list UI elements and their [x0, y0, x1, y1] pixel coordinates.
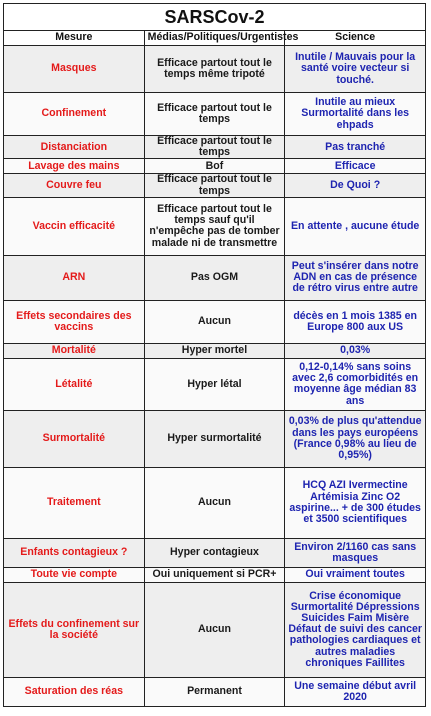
cell-mesure: Surmortalité — [3, 409, 145, 468]
cell-medias: Aucun — [143, 299, 286, 344]
cell-science: Peut s'insérer dans notre ADN en cas de … — [284, 254, 426, 301]
table-row: Confinement Efficace partout tout le tem… — [3, 92, 426, 136]
cell-mesure: Traitement — [3, 466, 145, 539]
table-row: Mortalité Hyper mortel 0,03% — [3, 342, 426, 359]
table-row: Létalité Hyper létal 0,12-0,14% sans soi… — [3, 357, 426, 411]
cell-mesure: ARN — [3, 254, 145, 301]
cell-mesure: Lavage des mains — [3, 158, 145, 175]
cell-mesure: Confinement — [3, 92, 145, 136]
cell-science: Inutile / Mauvais pour la santé voire ve… — [284, 45, 426, 93]
header-mesure: Mesure — [3, 30, 145, 46]
cell-mesure: Masques — [3, 45, 145, 93]
cell-medias: Efficace partout tout le temps — [143, 134, 286, 160]
cell-mesure: Effets secondaires des vaccins — [3, 299, 145, 344]
cell-mesure: Létalité — [3, 357, 145, 411]
table-row: ARN Pas OGM Peut s'insérer dans notre AD… — [3, 254, 426, 301]
cell-mesure: Effets du confinement sur la société — [3, 581, 145, 678]
header-science: Science — [284, 30, 426, 46]
cell-medias: Efficace partout tout le temps sauf qu'i… — [143, 196, 286, 256]
comparison-table: SARSCov-2 Mesure Médias/Politiques/Urgen… — [3, 3, 426, 707]
cell-science: Efficace — [284, 158, 426, 175]
table-row: Distanciation Efficace partout tout le t… — [3, 134, 426, 160]
table-row: Lavage des mains Bof Efficace — [3, 158, 426, 175]
table-row: Enfants contagieux ? Hyper contagieux En… — [3, 537, 426, 568]
cell-science: Crise économique Surmortalité Dépression… — [284, 581, 426, 678]
cell-science: 0,03% — [284, 342, 426, 359]
table-row: Saturation des réas Permanent Une semain… — [3, 676, 426, 707]
cell-medias: Efficace partout tout le temps — [143, 173, 286, 198]
cell-mesure: Distanciation — [3, 134, 145, 160]
cell-mesure: Toute vie compte — [3, 566, 145, 583]
table-row: Couvre feu Efficace partout tout le temp… — [3, 173, 426, 198]
cell-science: Inutile au mieux Surmortalité dans les e… — [284, 92, 426, 136]
cell-medias: Permanent — [143, 676, 286, 707]
cell-mesure: Enfants contagieux ? — [3, 537, 145, 568]
cell-mesure: Saturation des réas — [3, 676, 145, 707]
cell-mesure: Couvre feu — [3, 173, 145, 198]
cell-medias: Hyper surmortalité — [143, 409, 286, 468]
cell-medias: Hyper contagieux — [143, 537, 286, 568]
cell-science: Une semaine début avril 2020 — [284, 676, 426, 707]
cell-medias: Aucun — [143, 581, 286, 678]
table-row: Masques Efficace partout tout le temps m… — [3, 45, 426, 93]
cell-medias: Aucun — [143, 466, 286, 539]
cell-science: 0,12-0,14% sans soins avec 2,6 comorbidi… — [284, 357, 426, 411]
cell-medias: Efficace partout tout le temps même trip… — [143, 45, 286, 93]
table-row: Surmortalité Hyper surmortalité 0,03% de… — [3, 409, 426, 468]
cell-science: De Quoi ? — [284, 173, 426, 198]
cell-mesure: Mortalité — [3, 342, 145, 359]
table-row: Toute vie compte Oui uniquement si PCR+ … — [3, 566, 426, 583]
cell-medias: Oui uniquement si PCR+ — [143, 566, 286, 583]
cell-science: Pas tranché — [284, 134, 426, 160]
cell-science: HCQ AZI Ivermectine Artémisia Zinc O2 as… — [284, 466, 426, 539]
table-row: Effets du confinement sur la société Auc… — [3, 581, 426, 678]
table-row: Effets secondaires des vaccins Aucun déc… — [3, 299, 426, 344]
comparison-table-container: SARSCov-2 Mesure Médias/Politiques/Urgen… — [3, 3, 426, 707]
cell-science: décès en 1 mois 1385 en Europe 800 aux U… — [284, 299, 426, 344]
table-row: Vaccin efficacité Efficace partout tout … — [3, 196, 426, 256]
table-title: SARSCov-2 — [3, 3, 426, 31]
cell-mesure: Vaccin efficacité — [3, 196, 145, 256]
cell-medias: Pas OGM — [143, 254, 286, 301]
header-row: Mesure Médias/Politiques/Urgentistes Sci… — [3, 30, 426, 46]
cell-science: En attente , aucune étude — [284, 196, 426, 256]
header-medias: Médias/Politiques/Urgentistes — [143, 30, 298, 46]
cell-medias: Hyper létal — [143, 357, 286, 411]
cell-medias: Hyper mortel — [143, 342, 286, 359]
cell-science: Environ 2/1160 cas sans masques — [284, 537, 426, 568]
table-row: Traitement Aucun HCQ AZI Ivermectine Art… — [3, 466, 426, 539]
cell-medias: Efficace partout tout le temps — [143, 92, 286, 136]
cell-science: Oui vraiment toutes — [284, 566, 426, 583]
cell-science: 0,03% de plus qu'attendue dans les pays … — [284, 409, 426, 468]
cell-medias: Bof — [143, 158, 286, 175]
